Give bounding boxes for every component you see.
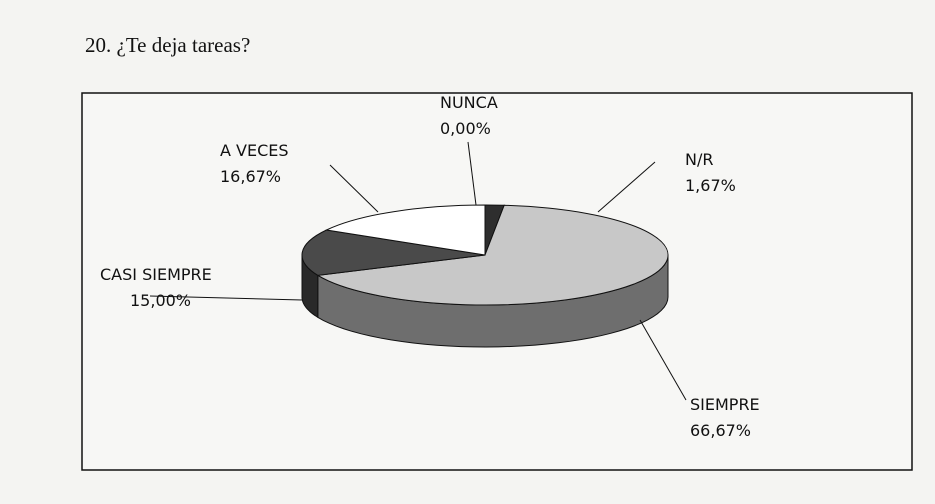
slice-value-label: 0,00%: [440, 119, 491, 138]
leader-line: [597, 161, 656, 213]
slice-value-label: 15,00%: [130, 291, 191, 310]
leader-line: [467, 141, 477, 206]
slice-label: SIEMPRE: [690, 395, 760, 414]
leader-line: [329, 164, 379, 213]
leader-line: [639, 319, 687, 401]
leader-line: [149, 295, 303, 301]
slice: [316, 204, 669, 306]
slice: [301, 229, 486, 276]
slice-value-label: 66,67%: [690, 421, 751, 440]
slice-label: CASI SIEMPRE: [100, 265, 212, 284]
chart-title: 20. ¿Te deja tareas?: [85, 33, 250, 57]
slice-label: NUNCA: [440, 93, 498, 112]
slice-label: A VECES: [220, 141, 289, 160]
slice-label: N/R: [685, 150, 713, 169]
slice-value-label: 1,67%: [685, 176, 736, 195]
slice-value-label: 16,67%: [220, 167, 281, 186]
slice: [324, 204, 486, 256]
